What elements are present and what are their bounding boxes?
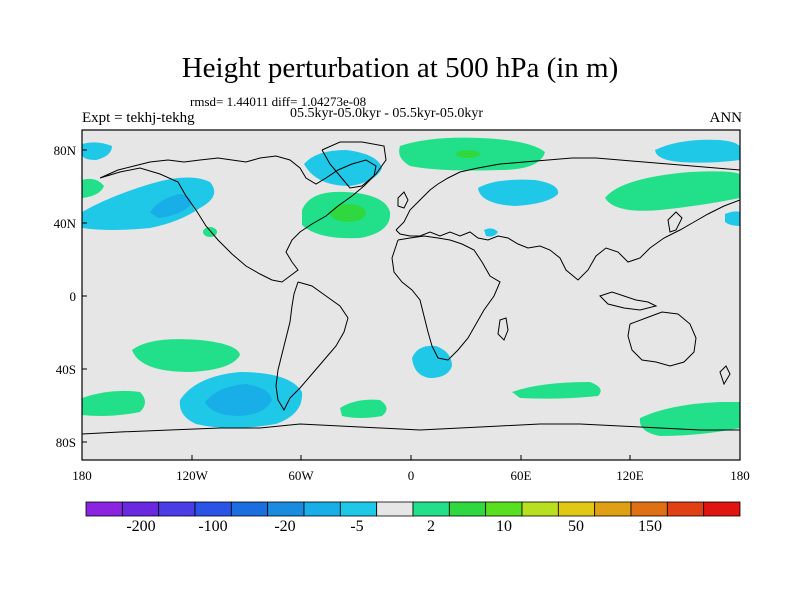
stats-line: rmsd= 1.44011 diff= 1.04273e-08 bbox=[190, 94, 367, 109]
colorbar-swatch bbox=[194, 501, 232, 517]
positive-anomaly-south-pacific-east bbox=[639, 402, 740, 436]
y-tick-label: 40N bbox=[54, 216, 77, 231]
colorbar-label: 50 bbox=[568, 518, 584, 535]
positive-core-north-atlantic bbox=[330, 204, 366, 222]
colorbar-swatch bbox=[448, 501, 487, 517]
x-tick-label: 180 bbox=[730, 468, 750, 483]
positive-core-arctic bbox=[456, 150, 480, 158]
coast-uk bbox=[397, 191, 409, 209]
colorbar-label: -5 bbox=[350, 518, 364, 535]
colorbar-label: 150 bbox=[638, 518, 662, 535]
negative-anomaly-siberia bbox=[478, 179, 559, 206]
colorbar-swatch bbox=[267, 501, 305, 517]
colorbar-label: -100 bbox=[198, 518, 228, 535]
colorbar-swatch bbox=[594, 501, 632, 517]
x-tick-label: 120E bbox=[616, 468, 644, 483]
x-tick-label: 180 bbox=[72, 468, 92, 483]
coast-greenland bbox=[321, 141, 387, 189]
x-tick-label: 60E bbox=[511, 468, 532, 483]
positive-anomaly-south-west bbox=[82, 390, 145, 416]
coast-japan bbox=[667, 211, 683, 233]
y-tick-label: 80N bbox=[54, 143, 77, 158]
colorbar-swatch bbox=[630, 501, 668, 517]
negative-anomaly-arctic-west bbox=[82, 142, 112, 160]
colorbar-label: 10 bbox=[496, 518, 512, 535]
colorbar-swatch bbox=[485, 501, 523, 517]
axis-ticks bbox=[81, 149, 741, 460]
colorbar-swatch bbox=[376, 501, 414, 517]
negative-core-south-pacific bbox=[205, 384, 272, 416]
negative-anomaly-arctic-east bbox=[655, 139, 740, 163]
plot-subtitle: 05.5kyr-05.0kyr - 05.5kyr-05.0kyr bbox=[290, 106, 484, 121]
coast-australia bbox=[627, 311, 697, 367]
coast-antarctica bbox=[82, 423, 740, 435]
colorbar-swatch bbox=[230, 501, 269, 517]
coast-africa bbox=[391, 235, 501, 361]
x-tick-label: 60W bbox=[288, 468, 314, 483]
coast-europe-asia bbox=[395, 157, 740, 281]
colorbar bbox=[85, 501, 741, 517]
colorbar-swatch bbox=[412, 501, 450, 517]
positive-anomaly-small-pacific bbox=[203, 227, 217, 237]
colorbar-swatch bbox=[557, 501, 596, 517]
colorbar-swatch bbox=[339, 501, 378, 517]
colorbar-swatch bbox=[85, 501, 123, 517]
season-label: ANN bbox=[709, 110, 743, 126]
coast-south-america bbox=[275, 281, 349, 412]
colorbar-swatch bbox=[303, 501, 341, 517]
y-tick-label: 0 bbox=[70, 289, 77, 304]
plot-title: Height perturbation at 500 hPa (in m) bbox=[181, 52, 619, 84]
coastlines bbox=[82, 141, 740, 435]
anomaly-field bbox=[82, 137, 740, 436]
coast-indonesia bbox=[599, 291, 658, 311]
negative-core-north-pacific bbox=[150, 194, 191, 218]
colorbar-label: 2 bbox=[427, 518, 435, 535]
colorbar-swatch bbox=[121, 501, 160, 517]
negative-anomaly-north-pacific bbox=[82, 177, 215, 230]
coast-north-america bbox=[99, 155, 377, 283]
colorbar-label: -200 bbox=[126, 518, 156, 535]
experiment-label: Expt = tekhj-tekhg bbox=[82, 110, 195, 126]
colorbar-label: -20 bbox=[274, 518, 296, 535]
positive-anomaly-south-pacific bbox=[132, 339, 240, 372]
colorbar-swatch bbox=[158, 501, 196, 517]
colorbar-swatch bbox=[703, 501, 741, 517]
colorbar-swatch bbox=[521, 501, 559, 517]
colorbar-swatch bbox=[666, 501, 705, 517]
coast-new-zealand bbox=[719, 365, 731, 386]
positive-anomaly-south-indian bbox=[512, 382, 601, 399]
positive-anomaly-south-atlantic bbox=[340, 399, 387, 418]
x-tick-label: 0 bbox=[408, 468, 415, 483]
positive-anomaly-alaska bbox=[82, 178, 104, 198]
coast-madagascar bbox=[497, 317, 509, 341]
negative-anomaly-pacific-east bbox=[725, 211, 740, 226]
x-tick-label: 120W bbox=[176, 468, 209, 483]
y-tick-label: 40S bbox=[56, 362, 76, 377]
positive-anomaly-asia bbox=[605, 171, 740, 211]
y-tick-label: 80S bbox=[56, 435, 76, 450]
negative-anomaly-europe bbox=[484, 228, 498, 237]
negative-anomaly-south-africa bbox=[412, 345, 452, 378]
